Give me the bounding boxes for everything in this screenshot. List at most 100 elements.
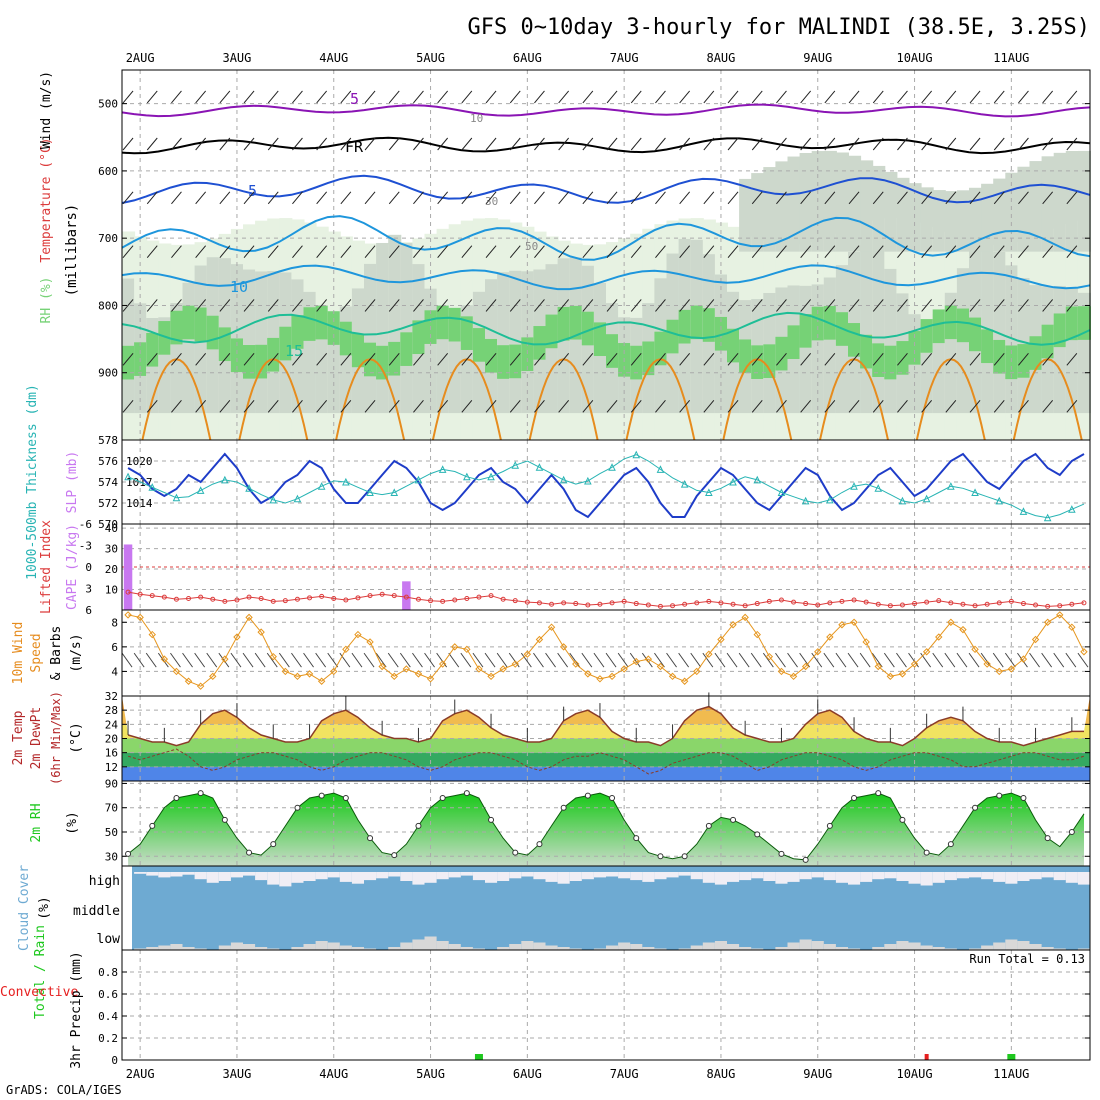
wind-speed-marker	[668, 672, 677, 681]
cloud-high-bar	[739, 872, 752, 881]
wind-barb	[582, 299, 594, 312]
cloud-low-bar	[1005, 939, 1018, 950]
top-day-label: 10AUG	[896, 51, 932, 65]
rh-shade	[727, 328, 741, 363]
wind-barb	[243, 299, 255, 312]
thickness-marker	[898, 496, 907, 505]
wind-speed-marker	[620, 665, 628, 673]
rh-shade	[981, 329, 995, 364]
wind-barb	[413, 245, 424, 258]
wind-barb	[340, 352, 352, 366]
cloud-high-bar	[618, 872, 631, 879]
cloud-low-bar	[255, 947, 268, 950]
wind-speed-marker	[572, 660, 580, 668]
wind-barb	[655, 90, 666, 104]
thickness-marker	[559, 475, 568, 484]
rh-shade	[799, 314, 813, 348]
cloud-low-bar	[339, 945, 352, 950]
rh-shade	[1041, 324, 1055, 359]
wind-barb	[824, 299, 836, 312]
rh-shade	[497, 272, 511, 414]
rh-shade	[1077, 150, 1091, 252]
rh-shade	[896, 177, 910, 252]
cloud-low-bar	[267, 948, 280, 950]
bottom-day-label: 10AUG	[896, 1067, 932, 1081]
wind-barb	[122, 191, 134, 205]
y-tick-label: 28	[105, 704, 118, 717]
wind-speed-marker	[184, 677, 193, 685]
cloud-high-bar	[472, 872, 485, 881]
rh-shade	[932, 309, 946, 344]
lifted-index-marker	[875, 601, 881, 607]
wind-barb	[375, 652, 387, 668]
wind-barb	[485, 137, 497, 151]
cloud-low-bar	[1017, 941, 1030, 950]
thickness-marker	[124, 472, 132, 481]
wind-barb	[750, 652, 762, 668]
lifted-index-marker	[924, 599, 930, 605]
wind-barb	[448, 652, 460, 668]
y-tick-label: 70	[105, 802, 118, 815]
cloud-high-bar	[848, 872, 861, 885]
thickness-marker	[366, 488, 374, 496]
thickness-marker	[608, 463, 616, 471]
wind-barb	[776, 191, 787, 205]
lifted-index-marker	[161, 594, 167, 600]
rh-shade	[545, 314, 559, 349]
wind-barb	[945, 137, 957, 151]
wind-barb	[534, 245, 545, 258]
cloud-low-bar	[848, 948, 861, 950]
rh-shade	[884, 171, 898, 252]
cloud-high-bar	[436, 872, 449, 880]
cloud-low-bar	[194, 948, 207, 950]
wind-barb	[848, 299, 860, 312]
rh-marker	[318, 792, 325, 799]
cloud-low-bar	[460, 947, 473, 950]
cloud-high-bar	[956, 872, 969, 879]
wind-barb	[219, 191, 231, 205]
temp-band	[122, 738, 1090, 753]
wind-barb	[776, 400, 787, 413]
wind-barb	[1042, 299, 1054, 312]
lifted-index-marker	[173, 596, 179, 602]
wind-speed-marker	[983, 660, 991, 668]
cloud-high-bar	[412, 872, 425, 885]
wind-barb	[751, 90, 763, 104]
rh-shade	[751, 345, 765, 379]
y-tick-label: 0.6	[98, 988, 118, 1001]
precip-bar	[924, 1054, 929, 1060]
wind-barb	[219, 137, 231, 151]
rh-shade	[884, 268, 898, 414]
cloud-high-bar	[545, 872, 558, 882]
rh-marker	[778, 850, 785, 857]
y-tick-label: 800	[98, 299, 118, 312]
cloud-high-bar	[593, 872, 606, 878]
cloud-high-bar	[642, 872, 655, 882]
wind-barb	[1066, 352, 1078, 366]
wind-barb	[509, 299, 521, 312]
lifted-index-marker	[1008, 598, 1014, 604]
wind-speed-marker	[910, 660, 919, 668]
lifted-index-marker	[1057, 603, 1063, 609]
cloud-low-bar	[811, 941, 824, 950]
wind-barb	[267, 191, 279, 205]
rh-shade	[690, 305, 704, 340]
cloud-low-bar	[400, 942, 413, 950]
rh-marker	[947, 841, 954, 848]
cloud-low-bar	[509, 944, 522, 950]
lifted-index-marker	[561, 600, 567, 606]
lifted-index-marker	[778, 597, 784, 603]
wind-speed-marker	[463, 645, 471, 654]
rh-shade	[630, 345, 644, 380]
cloud-low-bar	[932, 947, 945, 950]
rh-shade	[908, 331, 922, 365]
lifted-index-marker	[343, 597, 349, 603]
rh-marker	[463, 790, 470, 797]
wind-barb	[316, 90, 328, 104]
cloud-high-bar	[823, 872, 836, 881]
thickness-marker	[826, 495, 834, 504]
lifted-index-marker	[863, 599, 869, 605]
wind-barb	[605, 652, 617, 668]
wind-barb	[606, 137, 618, 151]
rh-line	[127, 792, 1085, 861]
